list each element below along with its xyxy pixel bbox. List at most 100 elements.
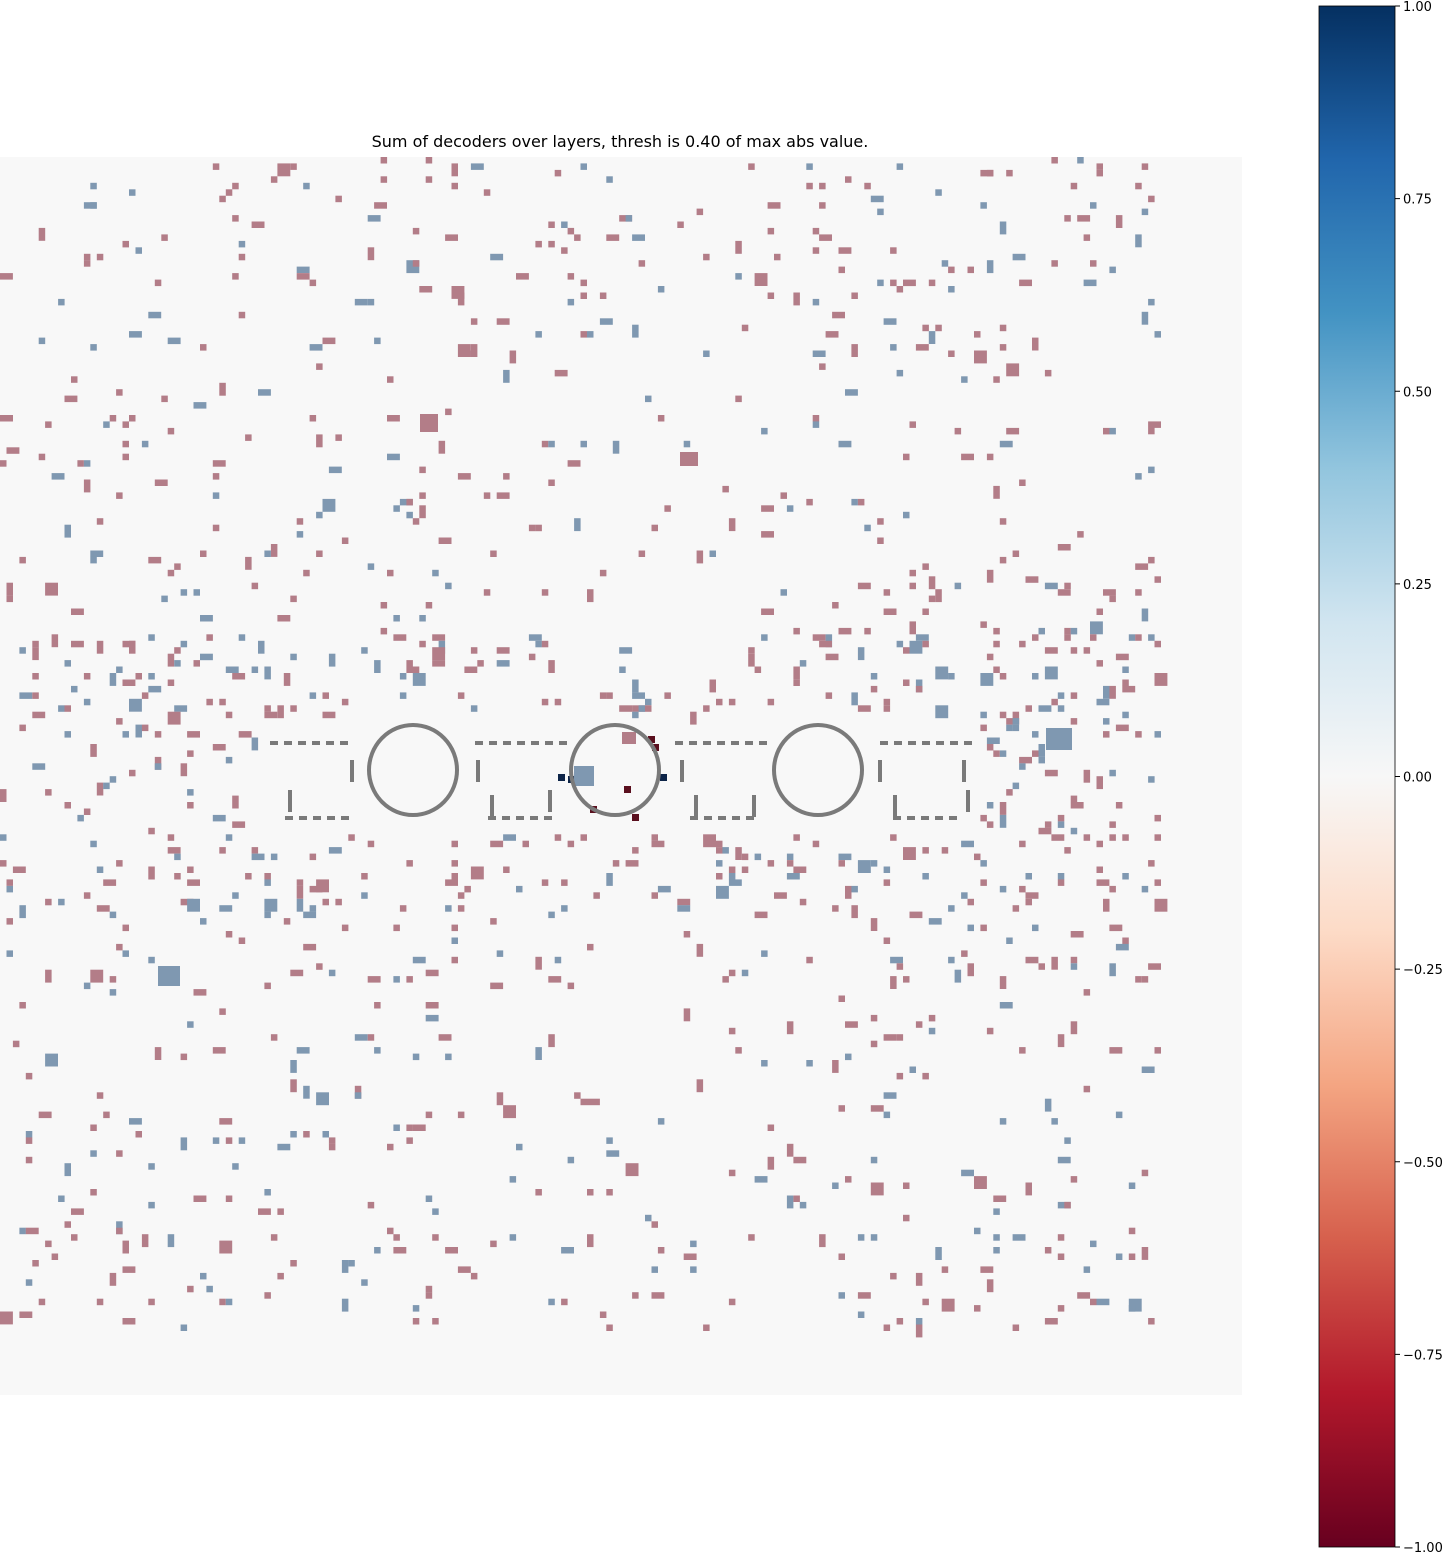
heatmap-cell — [399, 905, 407, 912]
heatmap-cell — [915, 1021, 923, 1028]
heatmap-cell — [277, 1208, 284, 1215]
heatmap-cell — [393, 924, 400, 932]
heatmap-cell — [1141, 608, 1149, 622]
heatmap-cell-strong — [660, 774, 667, 781]
heatmap-cell — [122, 240, 129, 248]
heatmap-cell — [25, 1227, 39, 1235]
heatmap-cell — [986, 653, 994, 661]
heatmap-cell — [857, 705, 871, 712]
heatmap-cell — [922, 1072, 929, 1080]
heatmap-cell — [290, 653, 297, 661]
heatmap-cell — [264, 1292, 271, 1299]
heatmap-cell — [290, 705, 297, 712]
heatmap-cell — [296, 1047, 310, 1054]
heatmap-cell-cluster — [574, 766, 594, 786]
heatmap-cell — [367, 1201, 375, 1209]
heatmap-cell — [561, 1247, 574, 1254]
heatmap-cell — [180, 1324, 188, 1331]
heatmap-cell — [1044, 1098, 1052, 1112]
heatmap-cell — [993, 1247, 1000, 1254]
heatmap-cell — [374, 1002, 381, 1009]
heatmap-cell — [496, 660, 510, 667]
heatmap-cell — [793, 1195, 800, 1202]
heatmap-cell — [793, 292, 800, 306]
heatmap-cell — [548, 660, 555, 673]
heatmap-cell — [148, 556, 162, 564]
heatmap-cell — [1115, 215, 1123, 228]
heatmap-cell — [141, 692, 149, 699]
heatmap-cell — [903, 453, 910, 461]
heatmap-cell — [393, 634, 407, 641]
heatmap-cell — [483, 189, 491, 196]
heatmap-cell — [993, 376, 1000, 383]
overlay-dash — [489, 741, 497, 745]
heatmap-cell — [722, 485, 729, 493]
heatmap-cell — [187, 1021, 194, 1028]
heatmap-cell — [986, 802, 994, 809]
heatmap-cell — [109, 911, 117, 919]
heatmap-cell — [96, 905, 110, 912]
heatmap-cell — [903, 679, 910, 686]
heatmap-cell — [116, 718, 123, 725]
heatmap-cell — [516, 885, 523, 893]
heatmap-cell — [554, 698, 562, 706]
heatmap-cell — [425, 1111, 433, 1119]
heatmap-cell — [328, 1143, 336, 1151]
heatmap-cell — [38, 1298, 46, 1306]
heatmap-cell — [490, 982, 504, 990]
heatmap-cell — [974, 1305, 981, 1312]
heatmap-cell — [51, 473, 65, 480]
heatmap-cell — [328, 969, 336, 977]
heatmap-cell — [1077, 1292, 1091, 1299]
heatmap-cell — [1025, 576, 1039, 583]
heatmap-cell — [438, 440, 446, 454]
heatmap-cell — [425, 602, 433, 609]
colorbar-tick-label: 0.25 — [1403, 578, 1432, 593]
heatmap-cell — [258, 640, 265, 654]
heatmap-cell — [303, 1131, 310, 1138]
overlay-stroke — [878, 760, 882, 782]
heatmap-cell — [870, 685, 878, 693]
heatmap-cell — [1096, 866, 1103, 873]
heatmap-cell — [148, 873, 155, 880]
heatmap-cell — [1115, 943, 1129, 951]
heatmap-cell — [838, 1292, 845, 1299]
heatmap-cell — [6, 950, 13, 957]
heatmap-cell — [451, 163, 458, 177]
heatmap-cell — [961, 950, 968, 957]
heatmap-cell — [870, 1182, 884, 1196]
heatmap-cell — [1077, 157, 1084, 164]
heatmap-cell — [1122, 711, 1129, 719]
heatmap-cell — [535, 1047, 542, 1060]
heatmap-cell — [580, 279, 587, 287]
heatmap-cell — [167, 1234, 175, 1248]
heatmap-cell — [32, 673, 39, 680]
heatmap-cell — [232, 273, 239, 280]
heatmap-cell — [935, 705, 949, 719]
heatmap-cell — [1032, 924, 1039, 932]
heatmap-cell — [1083, 647, 1091, 654]
heatmap-cell — [541, 879, 549, 886]
heatmap-cell — [219, 847, 226, 854]
heatmap-cell — [741, 853, 749, 861]
colorbar-tick-label: 1.00 — [1403, 0, 1432, 15]
heatmap-cell — [174, 873, 181, 880]
heatmap-cell — [264, 982, 271, 990]
heatmap-cell — [90, 556, 97, 564]
heatmap-cell — [690, 1266, 697, 1273]
heatmap-cell — [1070, 647, 1078, 654]
heatmap-cell — [645, 698, 652, 706]
heatmap-cell — [1090, 1298, 1097, 1306]
heatmap-cell — [1044, 369, 1052, 377]
heatmap-cell — [12, 1040, 20, 1048]
heatmap-cell — [425, 1195, 433, 1202]
heatmap-cell — [1051, 157, 1058, 164]
heatmap-cell — [251, 737, 259, 751]
heatmap-cell — [890, 247, 897, 254]
heatmap-cell — [1141, 208, 1149, 216]
heatmap-cell — [554, 369, 568, 377]
heatmap-cell — [1012, 550, 1020, 557]
heatmap-cell — [567, 273, 575, 280]
heatmap-cell — [735, 847, 742, 860]
heatmap-cell — [277, 1272, 284, 1280]
